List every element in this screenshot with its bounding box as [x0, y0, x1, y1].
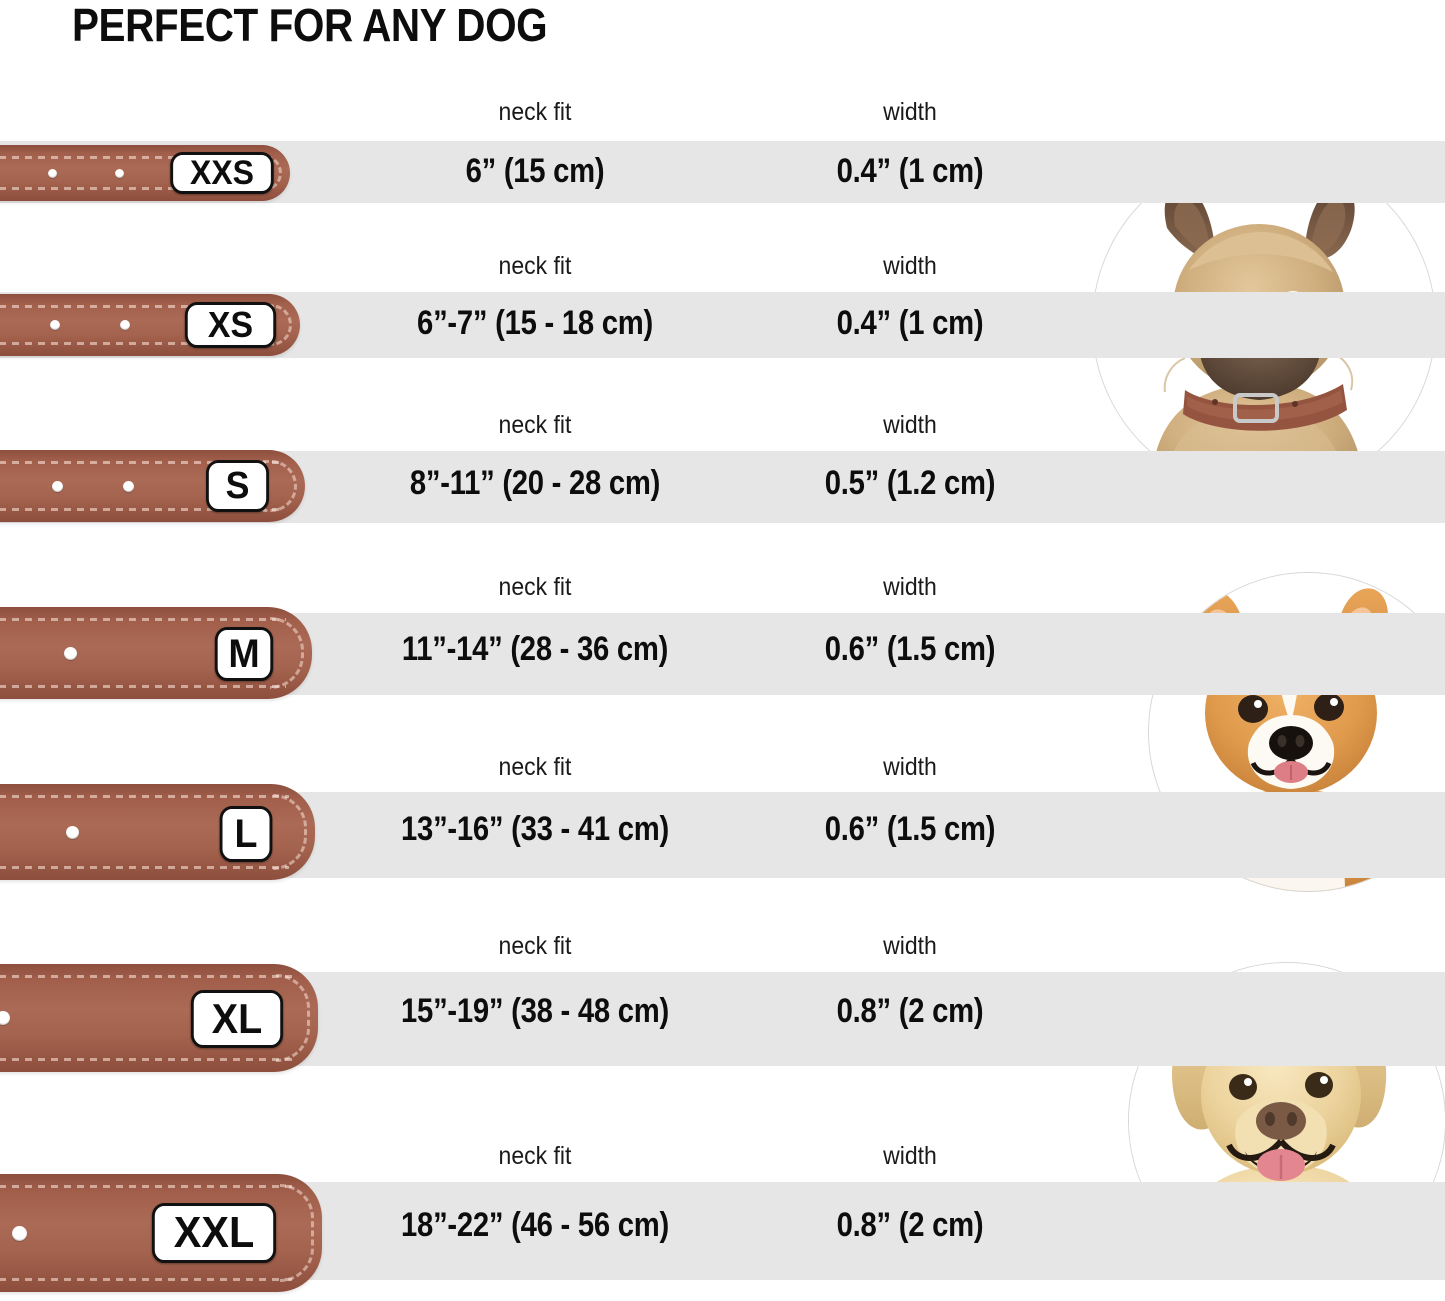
- collar-strap-l: L: [0, 784, 315, 880]
- collar-strap-xxs: XXS: [0, 145, 290, 201]
- column-header-width: width: [883, 573, 937, 601]
- collar-strap-xl: XL: [0, 964, 318, 1072]
- collar-hole: [48, 169, 57, 178]
- neck-fit-value: 18”-22” (46 - 56 cm): [401, 1206, 669, 1244]
- stitch-line-bottom: [0, 1278, 296, 1281]
- width-value: 0.6” (1.5 cm): [824, 810, 996, 848]
- stitch-line-bottom: [0, 866, 289, 869]
- collar-strap-xxl: XXL: [0, 1174, 322, 1292]
- column-header-neck-fit: neck fit: [498, 252, 572, 280]
- stitch-line-bottom: [0, 685, 286, 688]
- column-header-neck-fit: neck fit: [498, 98, 572, 126]
- stitch-line-top: [0, 618, 286, 621]
- collar-strap-s: S: [0, 450, 305, 522]
- width-value: 0.8” (2 cm): [836, 992, 984, 1030]
- width-value: 0.6” (1.5 cm): [824, 630, 996, 668]
- collar-hole: [66, 826, 79, 839]
- stitch-line-top: [0, 305, 274, 308]
- size-badge-xxl: XXL: [151, 1203, 277, 1263]
- width-value: 0.8” (2 cm): [836, 1206, 984, 1244]
- neck-fit-value: 15”-19” (38 - 48 cm): [401, 992, 669, 1030]
- width-value: 0.4” (1 cm): [836, 152, 984, 190]
- neck-fit-value: 13”-16” (33 - 41 cm): [401, 810, 669, 848]
- stitch-line-top: [0, 156, 264, 159]
- column-header-width: width: [883, 411, 937, 439]
- size-badge-m: M: [214, 627, 274, 681]
- stitch-line-bottom: [0, 508, 279, 511]
- stitch-line-curve: [273, 794, 307, 870]
- collar-strap-xs: XS: [0, 294, 300, 356]
- size-badge-l: L: [219, 806, 273, 862]
- stitch-line-top: [0, 461, 279, 464]
- width-value: 0.4” (1 cm): [836, 304, 984, 342]
- stitch-line-bottom: [0, 342, 274, 345]
- collar-hole: [52, 481, 63, 492]
- size-badge-xxs: XXS: [170, 152, 274, 194]
- neck-fit-value: 11”-14” (28 - 36 cm): [401, 630, 669, 668]
- column-header-neck-fit: neck fit: [498, 411, 572, 439]
- page-title: PERFECT FOR ANY DOG: [72, 0, 548, 51]
- size-badge-xs: XS: [184, 302, 277, 348]
- column-header-width: width: [883, 932, 937, 960]
- size-badge-xl: XL: [190, 990, 284, 1048]
- column-header-width: width: [883, 98, 937, 126]
- neck-fit-value: 6” (15 cm): [465, 152, 605, 190]
- stitch-line-curve: [280, 1184, 314, 1282]
- collar-hole: [123, 481, 134, 492]
- size-badge-s: S: [206, 460, 269, 512]
- stitch-line-curve: [270, 617, 304, 689]
- collar-hole: [115, 169, 124, 178]
- collar-hole: [50, 320, 60, 330]
- collar-hole: [12, 1226, 27, 1241]
- collar-hole: [64, 647, 77, 660]
- stitch-line-curve: [258, 304, 292, 346]
- column-header-neck-fit: neck fit: [498, 753, 572, 781]
- stitch-line-top: [0, 975, 292, 978]
- stitch-line-bottom: [0, 1058, 292, 1061]
- collar-hole: [0, 1011, 10, 1025]
- stitch-line-bottom: [0, 187, 264, 190]
- width-value: 0.5” (1.2 cm): [824, 464, 996, 502]
- column-header-neck-fit: neck fit: [498, 932, 572, 960]
- column-header-width: width: [883, 252, 937, 280]
- column-header-neck-fit: neck fit: [498, 1142, 572, 1170]
- column-header-width: width: [883, 1142, 937, 1170]
- collar-strap-m: M: [0, 607, 312, 699]
- collar-hole: [120, 320, 130, 330]
- stitch-line-top: [0, 795, 289, 798]
- column-header-neck-fit: neck fit: [498, 573, 572, 601]
- neck-fit-value: 8”-11” (20 - 28 cm): [409, 464, 661, 502]
- stitch-line-top: [0, 1185, 296, 1188]
- column-header-width: width: [883, 753, 937, 781]
- neck-fit-value: 6”-7” (15 - 18 cm): [417, 304, 653, 342]
